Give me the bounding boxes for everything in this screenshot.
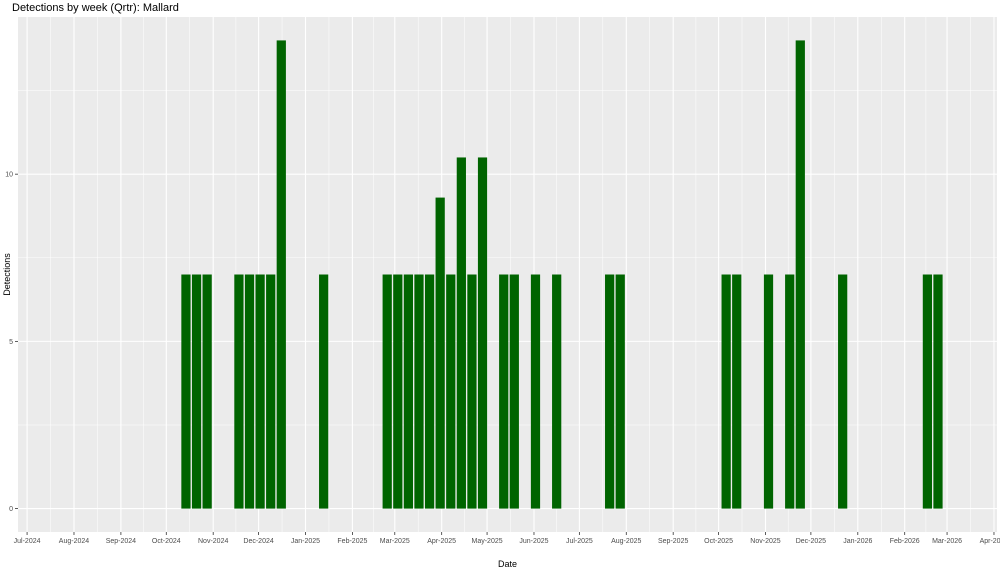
bar bbox=[933, 274, 943, 509]
bar bbox=[255, 274, 265, 509]
bar bbox=[446, 274, 456, 509]
bar bbox=[499, 274, 509, 509]
y-axis-title: Detections bbox=[2, 253, 12, 296]
bar bbox=[382, 274, 392, 509]
x-tick-label: Feb-2025 bbox=[337, 538, 367, 545]
y-tick-label: 5 bbox=[9, 339, 13, 346]
bar bbox=[605, 274, 615, 509]
bar bbox=[456, 157, 466, 509]
x-tick-label: Nov-2024 bbox=[198, 538, 228, 545]
y-tick-label: 10 bbox=[5, 172, 13, 179]
bar bbox=[414, 274, 424, 509]
x-tick-label: Sep-2025 bbox=[658, 538, 688, 545]
bar bbox=[785, 274, 795, 509]
bar bbox=[509, 274, 519, 509]
bar bbox=[467, 274, 477, 509]
bar bbox=[181, 274, 191, 509]
bars bbox=[181, 40, 943, 509]
x-tick-label: Feb-2026 bbox=[890, 538, 920, 545]
x-tick-label: Aug-2025 bbox=[611, 538, 641, 545]
bar bbox=[763, 274, 774, 509]
bar bbox=[266, 274, 276, 509]
x-tick-label: Dec-2024 bbox=[243, 538, 273, 545]
y-axis: 0 5 10 bbox=[5, 172, 18, 513]
x-tick-label: Aug-2024 bbox=[59, 538, 89, 545]
x-axis: Jul-2024 Aug-2024 Sep-2024 Oct-2024 Nov-2024… bbox=[14, 532, 1000, 545]
bar bbox=[732, 274, 742, 509]
bar bbox=[552, 274, 562, 509]
x-tick-label: Dec-2025 bbox=[796, 538, 826, 545]
x-tick-label: May-2025 bbox=[472, 538, 503, 545]
bar bbox=[922, 274, 933, 509]
x-tick-label: Mar-2025 bbox=[380, 538, 410, 545]
bar bbox=[838, 274, 848, 509]
chart-title: Detections by week (Qrtr): Mallard bbox=[12, 2, 179, 14]
bar bbox=[276, 40, 286, 509]
x-tick-label: Jan-2026 bbox=[843, 538, 872, 545]
bar bbox=[191, 274, 202, 509]
x-tick-label: Mar-2026 bbox=[932, 538, 962, 545]
bar bbox=[435, 197, 445, 509]
bar bbox=[202, 274, 212, 509]
y-tick-label: 0 bbox=[9, 506, 13, 513]
x-tick-label: Sep-2024 bbox=[106, 538, 136, 545]
bar bbox=[234, 274, 244, 509]
x-axis-title: Date bbox=[498, 559, 517, 569]
x-tick-label: Jul-2024 bbox=[14, 538, 41, 545]
bar bbox=[721, 274, 731, 509]
x-tick-label: Jun-2025 bbox=[519, 538, 548, 545]
bar bbox=[424, 274, 435, 509]
x-tick-label: Jan-2025 bbox=[291, 538, 320, 545]
x-tick-label: Nov-2025 bbox=[750, 538, 780, 545]
x-tick-label: Oct-2024 bbox=[152, 538, 181, 545]
bar bbox=[244, 274, 255, 509]
bar bbox=[393, 274, 403, 509]
x-tick-label: Oct-2025 bbox=[704, 538, 733, 545]
bar bbox=[795, 40, 805, 509]
bar bbox=[477, 157, 488, 509]
bar bbox=[615, 274, 625, 509]
x-tick-label: Apr-2026 bbox=[980, 538, 1000, 545]
bar bbox=[319, 274, 329, 509]
bar bbox=[403, 274, 414, 509]
x-tick-label: Apr-2025 bbox=[427, 538, 456, 545]
bar bbox=[530, 274, 541, 509]
x-tick-label: Jul-2025 bbox=[566, 538, 593, 545]
